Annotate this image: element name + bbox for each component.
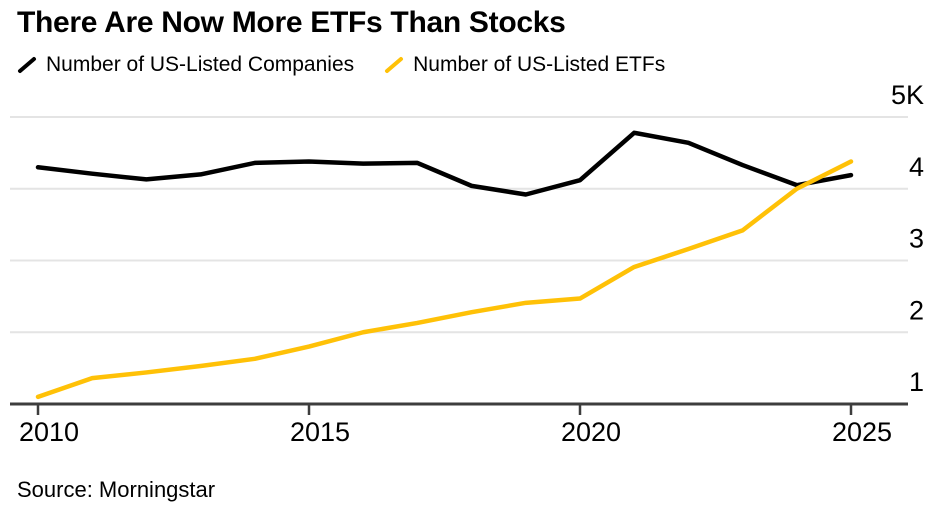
source-note: Source: Morningstar <box>17 477 216 502</box>
series-line-etfs <box>35 159 854 400</box>
chart-title: There Are Now More ETFs Than Stocks <box>17 6 566 39</box>
etfs-line-swatch-icon <box>385 57 404 73</box>
x-axis-label: 2010 <box>19 417 79 447</box>
y-axis-label: 4 <box>909 152 924 182</box>
companies-line-swatch-icon <box>18 57 36 73</box>
x-axis-label: 2020 <box>561 417 621 447</box>
y-axis-label: 2 <box>909 295 924 325</box>
x-axis-label: 2025 <box>832 417 892 447</box>
legend-label-etfs: Number of US-Listed ETFs <box>413 53 666 76</box>
y-axis-label: 1 <box>909 367 924 397</box>
legend-item-etfs: Number of US-Listed ETFs <box>384 53 665 77</box>
x-axis-label: 2015 <box>290 417 350 447</box>
chart-legend: Number of US-Listed Companies Number of … <box>17 53 665 77</box>
legend-item-companies: Number of US-Listed Companies <box>17 53 354 77</box>
line-chart: 1 2 3 4 5K 2010 2015 2020 2025 <box>10 80 924 447</box>
legend-label-companies: Number of US-Listed Companies <box>46 53 355 76</box>
y-axis-label: 3 <box>909 224 924 254</box>
series-line-companies <box>35 130 854 197</box>
y-axis-label: 5K <box>891 80 924 110</box>
